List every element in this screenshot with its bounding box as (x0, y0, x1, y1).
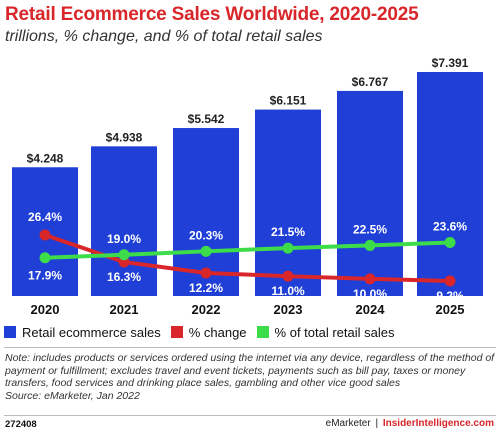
x-tick-2022: 2022 (192, 302, 221, 317)
note-text: Note: includes products or services orde… (5, 352, 495, 389)
legend-label-ecommerce-sales: Retail ecommerce sales (22, 324, 161, 340)
brand-name: eMarketer (325, 418, 371, 429)
x-tick-2021: 2021 (110, 302, 139, 317)
bar-label-2022: $5.542 (188, 112, 225, 126)
label-total-2020: 17.9% (28, 269, 62, 283)
label-change-2023: 11.0% (271, 284, 305, 298)
legend-swatch-blue (4, 326, 16, 338)
legend-label-percent-total: % of total retail sales (274, 324, 395, 340)
brand-separator: | (375, 418, 379, 429)
label-total-2023: 21.5% (271, 225, 305, 239)
point-total-2022 (200, 245, 212, 257)
bar-label-2025: $7.391 (432, 56, 469, 70)
label-change-2020: 26.4% (28, 210, 62, 224)
x-tick-2024: 2024 (356, 302, 386, 317)
legend-item-ecommerce-sales: Retail ecommerce sales (4, 325, 161, 340)
point-total-2021 (118, 249, 130, 261)
label-change-2021: 16.3% (107, 270, 141, 284)
line-percent-change (44, 233, 451, 283)
x-tick-2025: 2025 (436, 302, 465, 317)
point-change-2022 (200, 267, 212, 279)
legend-item-percent-total: % of total retail sales (256, 324, 395, 340)
chart-area: $4.248 $4.938 $5.542 $6.151 $6.767 $7.391 2020… (12, 56, 483, 317)
x-tick-2023: 2023 (274, 302, 303, 317)
legend-swatch-green (256, 326, 269, 338)
brand-site: InsiderIntelligence.com (382, 418, 494, 429)
point-change-2024 (364, 273, 376, 285)
bar-2023 (255, 109, 321, 296)
bar-2021 (91, 146, 157, 296)
label-change-2024: 10.0% (353, 287, 387, 301)
point-change-2023 (282, 270, 294, 282)
label-change-2025: 9.2% (436, 289, 464, 303)
legend-label-percent-change: % change (188, 324, 247, 340)
point-change-2020 (39, 229, 51, 241)
point-total-2025 (444, 236, 456, 248)
label-total-2025: 23.6% (433, 219, 467, 233)
chart-id: 272408 (5, 419, 37, 430)
point-total-2023 (282, 242, 294, 254)
bar-2024 (337, 90, 403, 296)
bar-label-2024: $6.767 (352, 75, 389, 89)
label-change-2022: 12.2% (189, 281, 223, 295)
chart-subtitle: trillions, % change, and % of total reta… (5, 28, 323, 45)
point-total-2020 (39, 252, 51, 264)
chart-note: Note: includes products or services orde… (5, 352, 497, 402)
source-text: Source: eMarketer, Jan 2022 (5, 389, 140, 402)
point-change-2025 (444, 275, 456, 287)
chart-legend: Retail ecommerce sales % change % of tot… (4, 323, 405, 341)
bar-label-2023: $6.151 (270, 94, 307, 108)
footer-brand: eMarketer | InsiderIntelligence.com (326, 418, 494, 429)
divider-bottom (4, 415, 496, 416)
divider-top (4, 347, 496, 348)
x-tick-2020: 2020 (31, 302, 60, 317)
label-total-2022: 20.3% (189, 228, 223, 242)
point-total-2024 (364, 239, 376, 251)
legend-item-percent-change: % change (170, 324, 247, 340)
bar-label-2021: $4.938 (106, 130, 143, 144)
legend-swatch-red (170, 326, 183, 338)
bar-label-2020: $4.248 (27, 151, 64, 165)
line-percent-total (44, 240, 451, 260)
bar-2025 (417, 72, 483, 296)
label-total-2021: 19.0% (107, 232, 141, 246)
label-total-2024: 22.5% (353, 222, 387, 236)
chart-title: Retail Ecommerce Sales Worldwide, 2020-2… (5, 4, 419, 25)
